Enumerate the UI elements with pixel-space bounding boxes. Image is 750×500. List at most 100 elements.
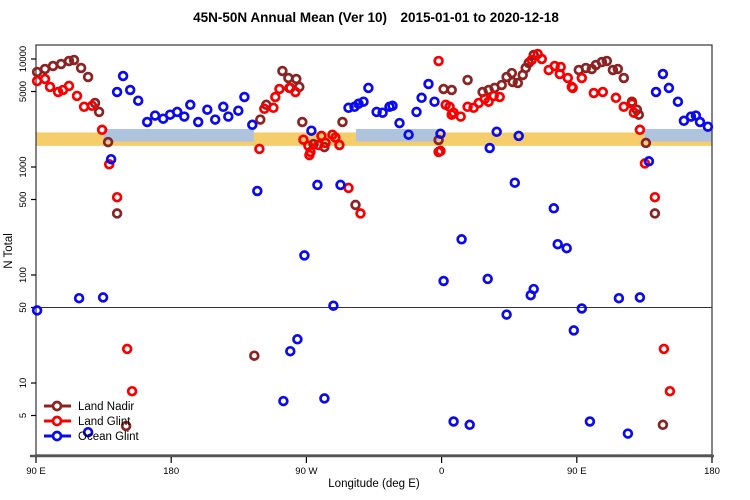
data-point xyxy=(117,70,129,82)
data-point xyxy=(438,83,449,95)
blue-band xyxy=(355,128,439,142)
x-tick-label: 180 xyxy=(704,466,720,477)
data-point xyxy=(343,182,354,194)
data-point xyxy=(39,63,51,75)
data-point xyxy=(202,104,213,115)
data-point xyxy=(82,426,94,438)
data-point xyxy=(446,84,457,96)
data-point xyxy=(292,334,303,345)
data-point xyxy=(568,325,580,336)
data-point xyxy=(239,91,250,103)
data-point xyxy=(255,114,266,125)
data-point xyxy=(63,80,75,92)
data-point xyxy=(254,143,265,155)
data-point xyxy=(299,250,310,261)
data-point xyxy=(387,100,398,112)
data-point xyxy=(694,116,706,128)
blue-band xyxy=(644,128,712,142)
data-point xyxy=(567,82,578,94)
data-point xyxy=(93,106,105,118)
data-point xyxy=(650,86,662,98)
legend: Land Nadir Land Glint Ocean Glint xyxy=(44,400,140,443)
data-point xyxy=(612,63,624,75)
data-point xyxy=(618,101,630,113)
data-point xyxy=(634,124,646,136)
data-point xyxy=(552,238,563,250)
data-point xyxy=(63,55,75,67)
data-point xyxy=(149,110,161,121)
data-point xyxy=(290,86,301,98)
data-point xyxy=(132,95,144,106)
x-tick-label: 90 W xyxy=(295,466,317,477)
data-point xyxy=(634,292,646,303)
data-point xyxy=(435,128,446,140)
data-point xyxy=(97,292,109,303)
data-point xyxy=(506,67,518,79)
data-point xyxy=(192,116,204,128)
y-tick-label: 50 xyxy=(18,302,29,313)
data-point xyxy=(102,136,114,148)
data-point xyxy=(306,125,317,136)
data-point xyxy=(588,87,600,99)
data-point xyxy=(448,416,459,427)
data-point xyxy=(494,91,505,103)
data-point xyxy=(328,300,339,311)
plot-border xyxy=(35,44,713,456)
data-point xyxy=(507,76,518,88)
data-point xyxy=(298,134,309,145)
data-point xyxy=(601,55,613,67)
data-point xyxy=(31,305,43,316)
data-point xyxy=(320,137,331,149)
data-point xyxy=(179,111,190,122)
data-point xyxy=(277,65,288,77)
data-point xyxy=(509,177,521,188)
data-point xyxy=(268,102,279,114)
data-point xyxy=(562,72,574,84)
data-point xyxy=(435,145,446,157)
data-points xyxy=(31,48,714,439)
data-point xyxy=(274,83,285,95)
data-point xyxy=(416,92,427,104)
data-point xyxy=(576,72,588,84)
data-point xyxy=(491,126,502,138)
data-point xyxy=(702,121,714,132)
data-point xyxy=(526,54,537,66)
data-point xyxy=(423,78,434,90)
data-point xyxy=(438,275,449,287)
data-point xyxy=(657,68,669,80)
x-tick-label: 90 E xyxy=(26,466,46,477)
y-tick-label: 100 xyxy=(18,267,29,283)
data-point xyxy=(285,345,296,357)
data-point xyxy=(68,54,80,66)
data-point xyxy=(126,385,138,397)
data-point xyxy=(649,191,661,203)
data-point xyxy=(628,107,640,118)
data-point xyxy=(483,96,494,107)
data-point xyxy=(171,106,183,118)
data-point xyxy=(512,77,524,89)
data-point xyxy=(39,73,51,85)
data-point xyxy=(218,101,229,113)
data-point xyxy=(462,101,473,113)
data-point xyxy=(185,99,196,111)
y-tick-label: 5000 xyxy=(18,81,29,102)
chart-title: 45N-50N Annual Mean (Ver 10) 2015-01-01 … xyxy=(193,10,559,25)
data-point xyxy=(353,98,364,110)
legend-label: Land Glint xyxy=(78,416,131,428)
data-point xyxy=(121,343,133,355)
legend-label: Ocean Glint xyxy=(78,431,140,443)
data-point xyxy=(482,273,493,285)
data-point xyxy=(672,96,684,107)
data-point xyxy=(643,156,655,167)
data-point xyxy=(555,61,566,73)
data-point xyxy=(334,139,345,151)
data-point xyxy=(664,385,676,397)
data-point xyxy=(663,82,675,94)
x-tick-label: 0 xyxy=(439,466,444,477)
data-point xyxy=(247,119,258,131)
data-point xyxy=(297,116,308,128)
y-tick-label: 1000 xyxy=(18,156,29,177)
data-point xyxy=(607,64,619,76)
data-point xyxy=(501,309,512,320)
